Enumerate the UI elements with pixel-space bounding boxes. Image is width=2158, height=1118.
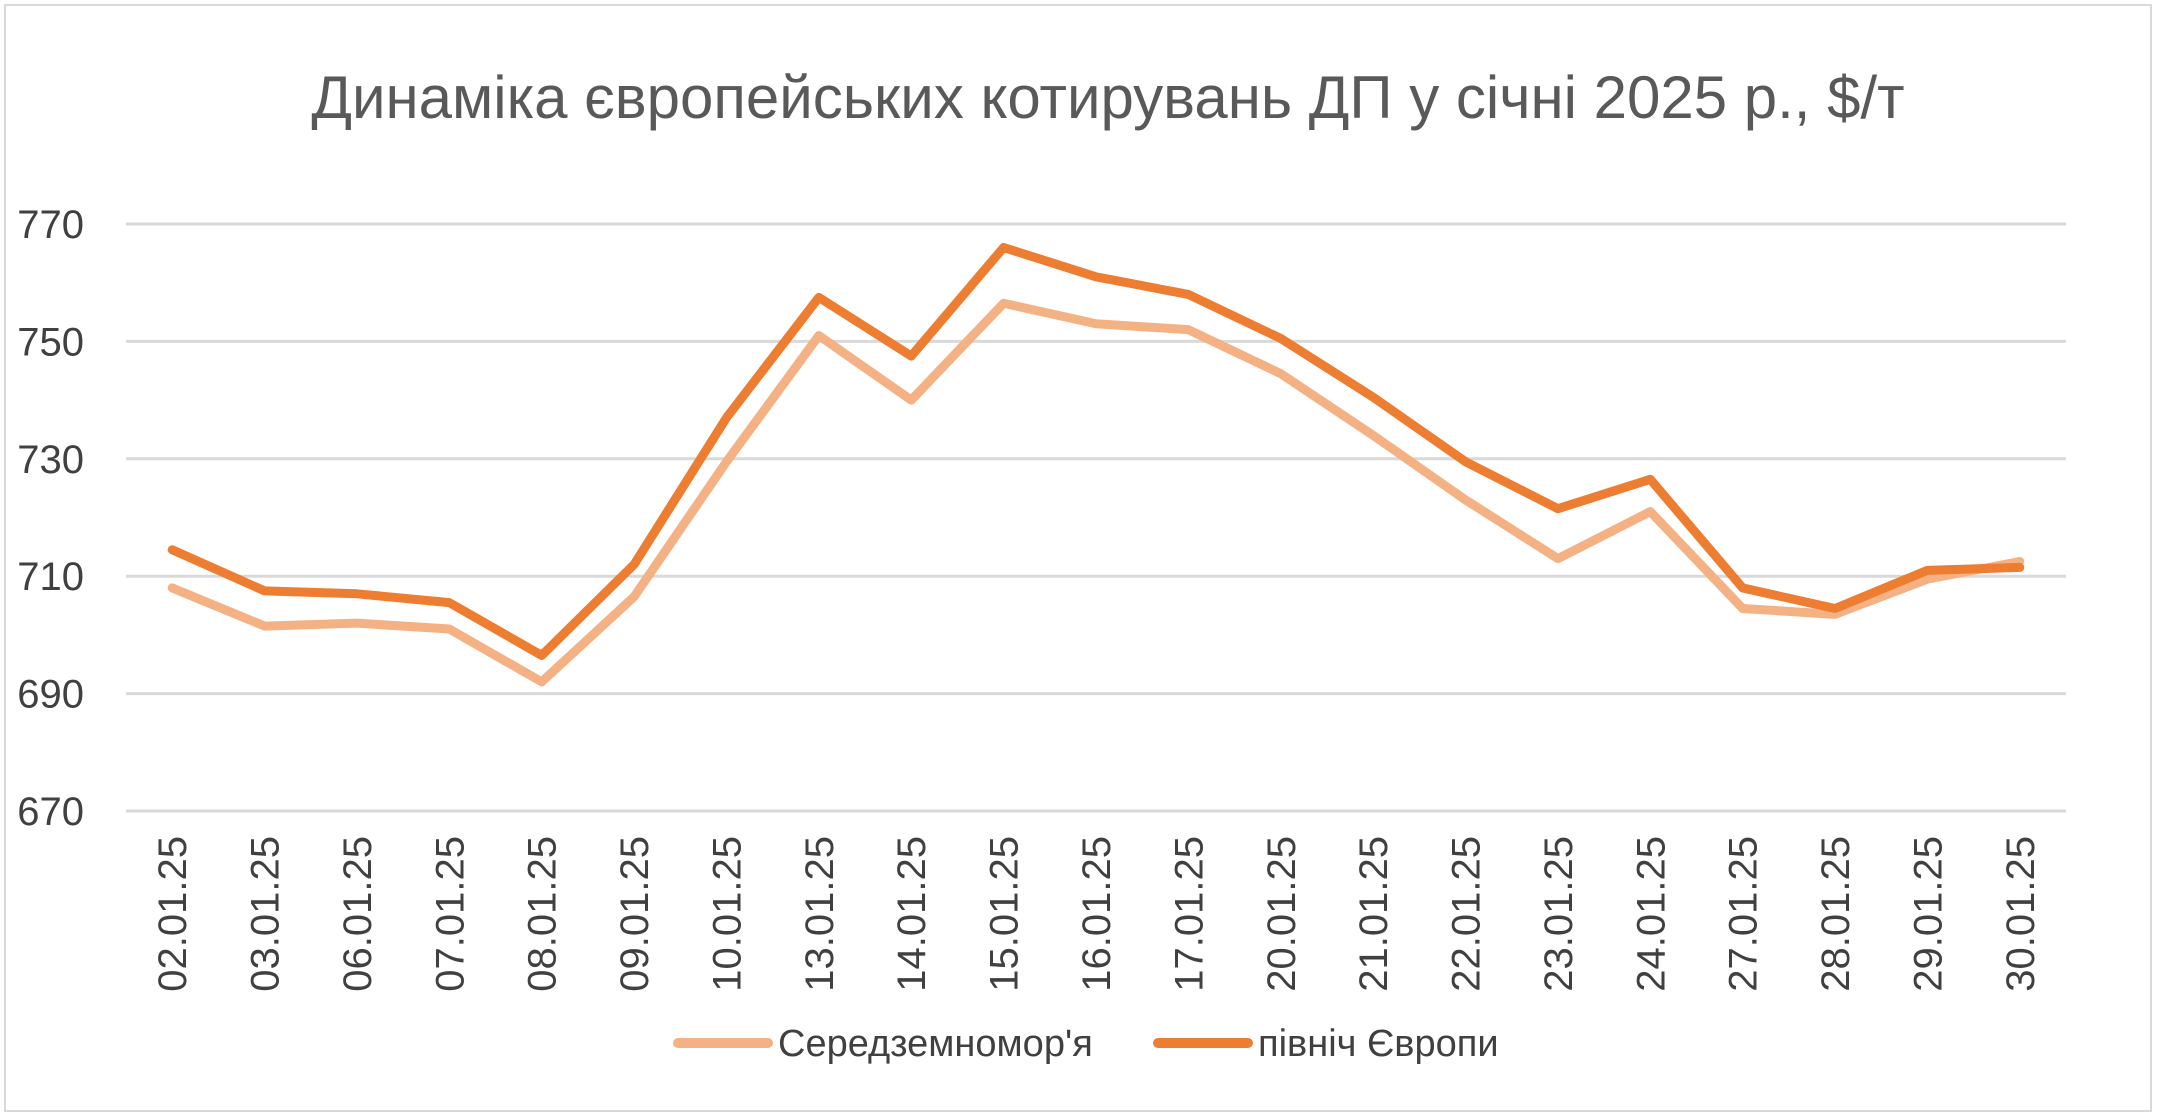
- gridlines: [126, 222, 2066, 813]
- y-tick-label: 710: [17, 555, 84, 599]
- series-lines: [167, 242, 2025, 687]
- series-line-1: [167, 298, 2025, 687]
- y-tick-label: 730: [17, 438, 84, 482]
- legend: Середземномор'я північ Європи: [673, 1023, 1499, 1065]
- x-tick-label: 17.01.25: [1167, 836, 1211, 992]
- x-tick-label: 22.01.25: [1445, 836, 1489, 992]
- x-tick-label: 07.01.25: [428, 836, 472, 992]
- x-tick-label: 08.01.25: [521, 836, 565, 992]
- y-tick-label: 770: [17, 203, 84, 247]
- x-tick-label: 15.01.25: [983, 836, 1027, 992]
- x-axis-ticks: 02.01.25 03.01.25 06.01.25 07.01.25 08.01.25…: [151, 836, 2043, 992]
- chart-title: Динаміка європейських котирувань ДП у сі…: [311, 64, 1904, 131]
- y-tick-label: 690: [17, 673, 84, 717]
- legend-label-2: північ Європи: [1258, 1023, 1499, 1065]
- x-tick-label: 24.01.25: [1629, 836, 1673, 992]
- x-tick-label: 21.01.25: [1352, 836, 1396, 992]
- x-tick-label: 16.01.25: [1075, 836, 1119, 992]
- x-tick-label: 10.01.25: [705, 836, 749, 992]
- line-chart: Динаміка європейських котирувань ДП у сі…: [17, 64, 2066, 1065]
- y-tick-label: 750: [17, 320, 84, 364]
- series-line-2: [167, 242, 2025, 660]
- legend-label-1: Середземномор'я: [778, 1023, 1093, 1065]
- x-tick-label: 27.01.25: [1722, 836, 1766, 992]
- x-tick-label: 13.01.25: [798, 836, 842, 992]
- x-tick-label: 02.01.25: [151, 836, 195, 992]
- x-tick-label: 14.01.25: [890, 836, 934, 992]
- x-tick-label: 09.01.25: [613, 836, 657, 992]
- x-tick-label: 29.01.25: [1906, 836, 1950, 992]
- x-tick-label: 28.01.25: [1814, 836, 1858, 992]
- x-tick-label: 06.01.25: [336, 836, 380, 992]
- y-axis-ticks: 670 690 710 730 750 770: [17, 203, 84, 834]
- x-tick-label: 20.01.25: [1260, 836, 1304, 992]
- x-tick-label: 03.01.25: [244, 836, 288, 992]
- y-tick-label: 670: [17, 790, 84, 834]
- x-tick-label: 23.01.25: [1537, 836, 1581, 992]
- chart-frame: Динаміка європейських котирувань ДП у сі…: [4, 4, 2152, 1112]
- x-tick-label: 30.01.25: [1999, 836, 2043, 992]
